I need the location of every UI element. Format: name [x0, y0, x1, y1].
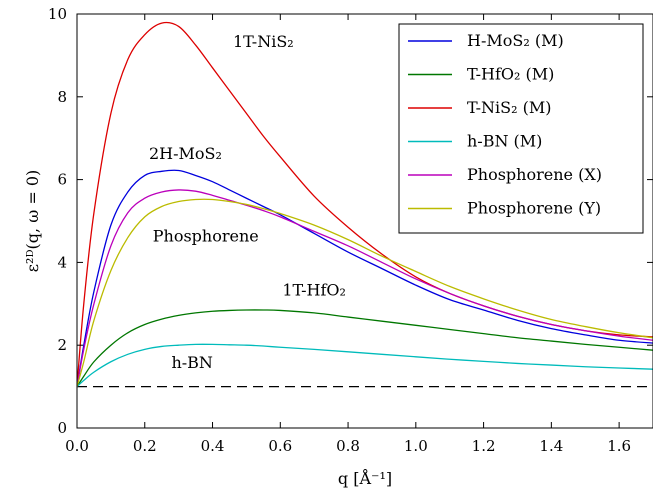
x-axis-title: q [Å⁻¹] — [338, 468, 392, 488]
y-tick-label: 2 — [57, 336, 67, 354]
x-tick-label: 0.4 — [201, 437, 225, 455]
legend-label: T-HfO₂ (M) — [467, 65, 554, 84]
curve-annotation: h-BN — [171, 353, 212, 372]
legend-label: H-MoS₂ (M) — [467, 31, 564, 50]
series-line-1 — [77, 309, 653, 387]
y-tick-label: 0 — [57, 419, 67, 437]
curve-annotation: Phosphorene — [153, 227, 259, 246]
axis-ticks: 0.0 0.2 0.4 0.6 0.8 1.0 1.2 1.4 1.6 0 2 4 6 8 10 — [48, 5, 653, 455]
y-tick-label: 4 — [57, 253, 67, 271]
y-tick-label: 6 — [57, 171, 67, 189]
series-line-5 — [77, 198, 653, 387]
legend-label: h-BN (M) — [467, 132, 542, 151]
x-tick-label: 1.2 — [472, 437, 496, 455]
annotations: 1T-NiS₂ 2H-MoS₂ Phosphorene 1T-HfO₂ h-BN — [149, 32, 346, 372]
y-tick-label: 10 — [48, 5, 67, 23]
legend-label: T-NiS₂ (M) — [467, 98, 551, 117]
y-axis-title: ε²ᴰ(q, ω = 0) — [23, 170, 42, 272]
series-layer — [77, 21, 653, 388]
x-tick-label: 0.0 — [65, 437, 89, 455]
curve-annotation: 1T-HfO₂ — [282, 281, 346, 300]
y-tick-label: 8 — [57, 88, 67, 106]
plot-frame — [76, 13, 653, 429]
x-tick-label: 0.6 — [268, 437, 292, 455]
legend-label: Phosphorene (Y) — [467, 199, 601, 218]
x-tick-label: 0.8 — [336, 437, 360, 455]
x-tick-label: 1.4 — [539, 437, 563, 455]
x-tick-label: 1.0 — [404, 437, 428, 455]
legend: H-MoS₂ (M) T-HfO₂ (M) T-NiS₂ (M) h-BN (M) Ph… — [398, 23, 644, 234]
plot-area — [76, 13, 653, 429]
series-line-3 — [77, 343, 653, 388]
series-line-0 — [77, 169, 653, 387]
legend-label: Phosphorene (X) — [467, 165, 602, 184]
curve-annotation: 1T-NiS₂ — [233, 32, 294, 51]
series-line-4 — [77, 189, 653, 387]
curve-annotation: 2H-MoS₂ — [149, 144, 222, 163]
x-tick-label: 0.2 — [133, 437, 157, 455]
legend-box — [398, 23, 644, 234]
x-tick-label: 1.6 — [607, 437, 631, 455]
